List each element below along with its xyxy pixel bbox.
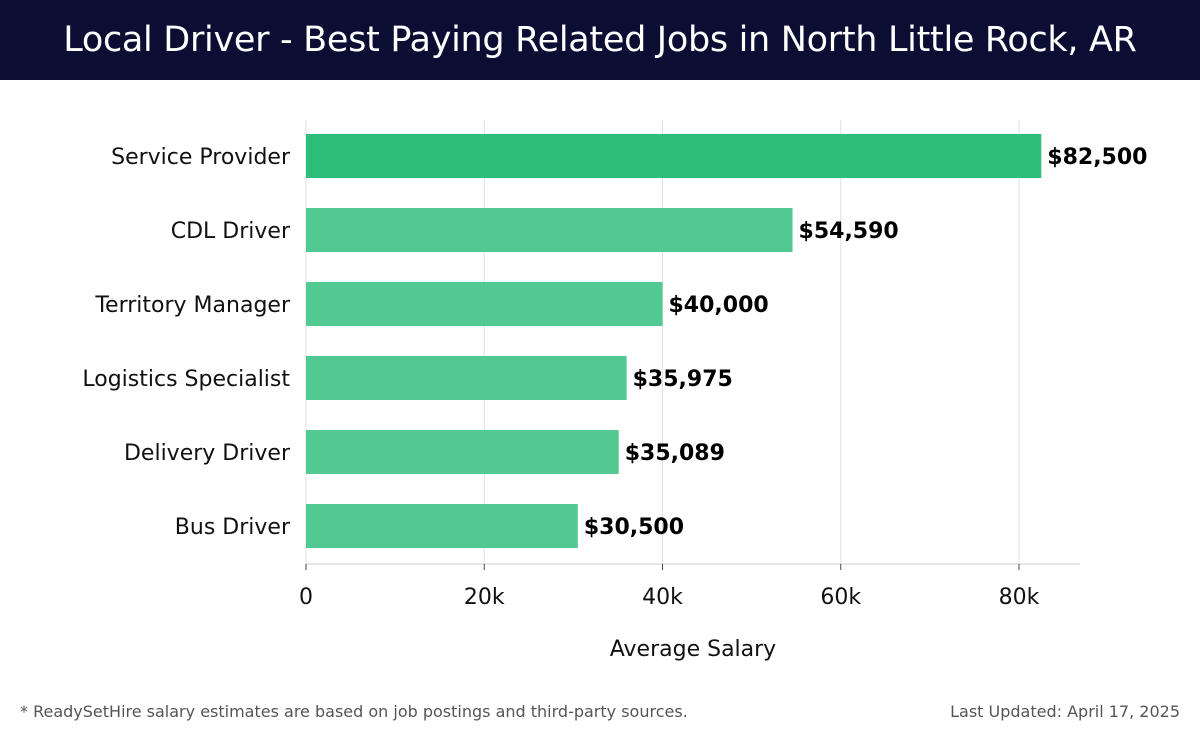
- x-tick-label: 20k: [464, 585, 505, 610]
- bar: [306, 430, 619, 474]
- bar: [306, 208, 793, 252]
- bar: [306, 282, 663, 326]
- x-tick-label: 40k: [642, 585, 683, 610]
- category-label: Logistics Specialist: [82, 367, 290, 392]
- last-updated: Last Updated: April 17, 2025: [950, 702, 1180, 721]
- chart-title: Local Driver - Best Paying Related Jobs …: [63, 20, 1137, 60]
- x-tick-label: 0: [299, 585, 313, 610]
- x-tick-label: 80k: [999, 585, 1040, 610]
- salary-bar-chart: 0 20k 40k 60k 80k Average Salary Service Provi…: [82, 120, 1147, 662]
- category-label: Service Provider: [111, 145, 291, 170]
- bar: [306, 134, 1042, 178]
- value-label: $35,975: [633, 367, 733, 392]
- value-label: $54,590: [799, 219, 899, 244]
- chart-header: Local Driver - Best Paying Related Jobs …: [0, 0, 1200, 80]
- x-axis-label: Average Salary: [610, 637, 776, 662]
- x-tick-label: 60k: [820, 585, 861, 610]
- bar: [306, 504, 578, 548]
- value-label: $82,500: [1047, 145, 1147, 170]
- value-label: $30,500: [584, 515, 684, 540]
- value-label: $35,089: [625, 441, 725, 466]
- footer-note: * ReadySetHire salary estimates are base…: [20, 702, 688, 721]
- bar: [306, 356, 627, 400]
- value-label: $40,000: [669, 293, 769, 318]
- category-label: CDL Driver: [171, 219, 291, 244]
- category-label: Bus Driver: [175, 515, 291, 540]
- category-label: Territory Manager: [94, 293, 291, 318]
- category-label: Delivery Driver: [124, 441, 291, 466]
